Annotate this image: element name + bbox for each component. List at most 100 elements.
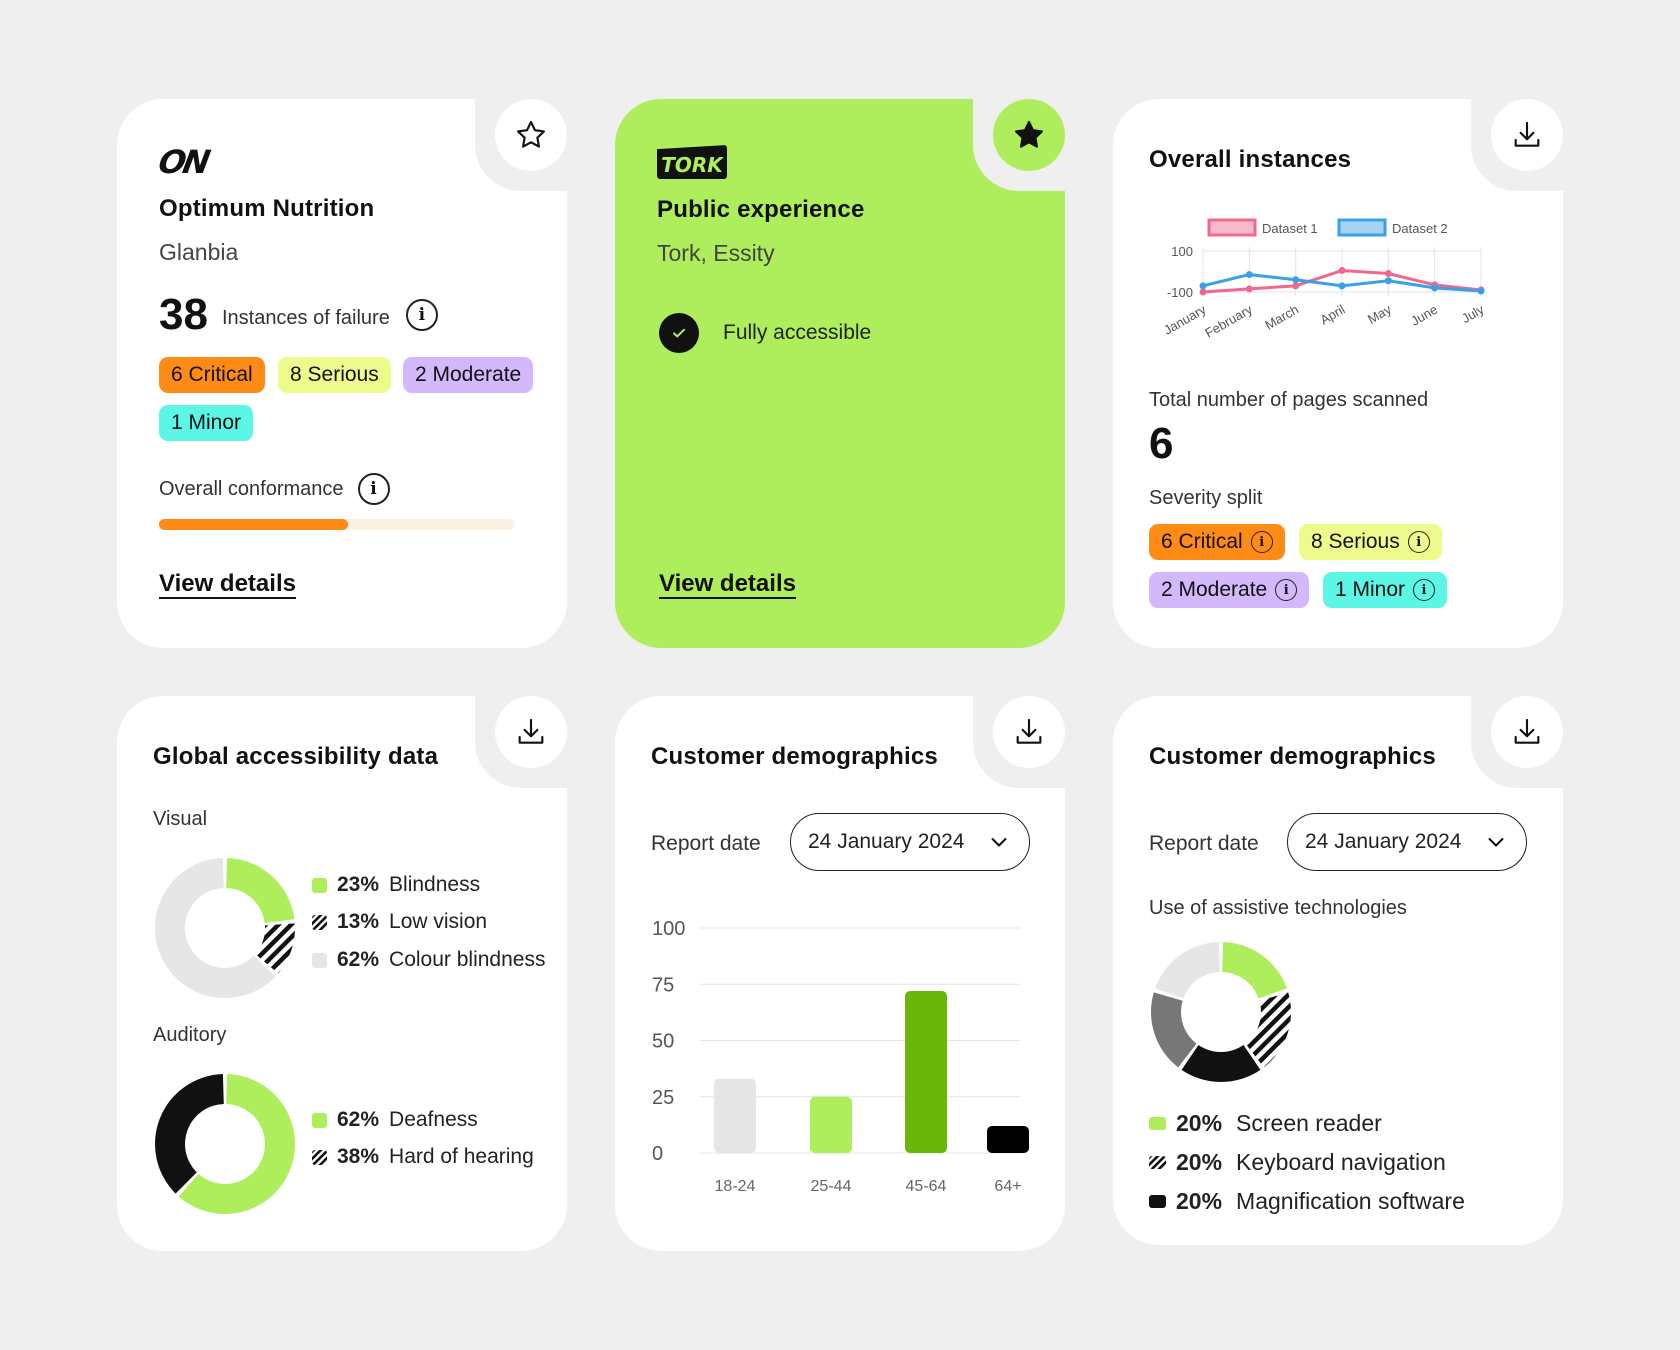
brand-logo: TORK xyxy=(657,145,727,179)
card-title: Customer demographics xyxy=(651,743,938,770)
favourite-button[interactable] xyxy=(495,99,567,171)
data-point xyxy=(1199,282,1207,290)
card-title: Optimum Nutrition xyxy=(159,195,375,222)
donut-segment xyxy=(1245,992,1291,1068)
x-tick-label: July xyxy=(1459,301,1487,326)
chevron-down-icon xyxy=(1488,838,1504,847)
x-tick-label: 64+ xyxy=(994,1178,1021,1195)
visual-label: Visual xyxy=(153,808,208,830)
favourite-button[interactable] xyxy=(993,99,1065,171)
badge-minor: 1 Minor i xyxy=(1323,572,1448,608)
legend-swatch xyxy=(1337,218,1387,237)
badge-minor: 1 Minor xyxy=(159,405,254,441)
badge-moderate: 2 Moderate i xyxy=(1149,572,1310,608)
info-icon[interactable]: i xyxy=(1407,531,1430,553)
donut-segment xyxy=(1151,992,1197,1068)
report-date-label: Report date xyxy=(651,832,761,855)
failure-summary: 38 Instances of failure i xyxy=(159,290,438,340)
download-button[interactable] xyxy=(1491,99,1563,171)
pages-scanned-label: Total number of pages scanned xyxy=(1149,389,1429,411)
data-point xyxy=(1477,287,1485,295)
download-button[interactable] xyxy=(495,696,567,768)
bar-chart: 100 75 50 25 0 18-24 25-44 45-64 64+ xyxy=(652,918,1029,1195)
data-point xyxy=(1245,285,1253,293)
customer-demographics-bar-card: Customer demographics Report date 24 Jan… xyxy=(615,696,1065,1251)
x-tick-label: June xyxy=(1408,302,1440,329)
legend-swatch xyxy=(312,1149,327,1165)
download-button[interactable] xyxy=(993,696,1065,768)
report-date-select[interactable]: 24 January 2024 xyxy=(1287,813,1527,871)
report-card-public-experience: TORK Public experience Tork, Essity Full… xyxy=(615,99,1065,648)
donut-segment xyxy=(1222,942,1287,999)
x-tick-label: February xyxy=(1202,301,1255,340)
legend-keyboard-navigation: 20% Keyboard navigation xyxy=(1149,1149,1446,1176)
assistive-tech-donut-chart xyxy=(1151,942,1291,1082)
report-card-optimum-nutrition: ON Optimum Nutrition Glanbia 38 Instance… xyxy=(117,99,567,648)
data-point xyxy=(1338,282,1346,290)
y-tick-label: 100 xyxy=(1171,244,1193,259)
data-point xyxy=(1384,270,1392,278)
info-icon[interactable]: i xyxy=(1250,531,1273,553)
data-point xyxy=(1245,271,1253,279)
data-point xyxy=(1292,276,1300,284)
data-point xyxy=(1384,277,1392,285)
global-accessibility-card: Global accessibility data Visual 23% Blin… xyxy=(117,696,567,1251)
customer-demographics-assistive-card: Customer demographics Report date 24 Jan… xyxy=(1113,696,1563,1245)
conformance-progress-fill xyxy=(159,519,348,530)
info-icon[interactable]: i xyxy=(357,473,390,505)
x-tick-label: 25-44 xyxy=(811,1178,852,1195)
auditory-donut-chart xyxy=(155,1074,295,1214)
overall-instances-card: Overall instances 100 -100 January February… xyxy=(1113,99,1563,648)
legend-deafness: 62% Deafness xyxy=(312,1108,478,1132)
failure-count: 38 xyxy=(159,290,208,339)
view-details-link[interactable]: View details xyxy=(659,570,796,597)
card-subtitle: Glanbia xyxy=(159,239,239,265)
x-tick-label: May xyxy=(1365,301,1394,327)
visual-donut-chart xyxy=(155,858,295,998)
x-tick-label: April xyxy=(1317,302,1347,328)
report-date-value: 24 January 2024 xyxy=(808,830,965,853)
conformance-progress-bar xyxy=(159,519,515,530)
badge-critical: 6 Critical i xyxy=(1149,524,1285,560)
legend-swatch xyxy=(312,952,327,968)
legend-swatch xyxy=(312,877,327,893)
severity-split-label: Severity split xyxy=(1149,487,1263,509)
legend-blindness: 23% Blindness xyxy=(312,873,480,897)
badge-moderate: 2 Moderate xyxy=(403,357,534,393)
download-button[interactable] xyxy=(1491,696,1563,768)
x-tick-label: March xyxy=(1262,302,1301,333)
view-details-link[interactable]: View details xyxy=(159,570,296,597)
failure-label: Instances of failure xyxy=(221,306,390,329)
x-tick-label: January xyxy=(1161,301,1209,337)
card-title: Public experience xyxy=(657,196,865,223)
brand-logo: ON xyxy=(155,143,211,181)
donut-segment xyxy=(226,858,295,923)
info-icon[interactable]: i xyxy=(1275,579,1298,601)
legend-low-vision: 13% Low vision xyxy=(312,910,487,934)
y-tick-label: 100 xyxy=(652,918,685,940)
y-tick-label: 0 xyxy=(652,1143,663,1165)
donut-segment xyxy=(155,1074,224,1194)
badge-serious: 8 Serious i xyxy=(1299,524,1442,560)
download-icon xyxy=(518,718,544,744)
data-point xyxy=(1199,288,1207,296)
card-title: Global accessibility data xyxy=(153,743,439,770)
card-title: Customer demographics xyxy=(1149,743,1436,770)
data-point xyxy=(1431,284,1439,292)
bar xyxy=(810,1096,852,1153)
bar xyxy=(987,1126,1029,1153)
report-date-select[interactable]: 24 January 2024 xyxy=(790,813,1030,871)
y-tick-label: 50 xyxy=(652,1031,674,1053)
bar xyxy=(714,1078,756,1153)
legend-swatch xyxy=(312,1112,327,1128)
legend-swatch xyxy=(312,914,327,930)
star-filled-icon xyxy=(1015,120,1043,148)
info-icon[interactable]: i xyxy=(1413,579,1436,601)
conformance-label: Overall conformance xyxy=(159,477,344,500)
auditory-label: Auditory xyxy=(153,1024,227,1046)
info-icon[interactable]: i xyxy=(405,299,438,331)
legend-colour-blindness: 62% Colour blindness xyxy=(312,948,545,972)
legend-swatch xyxy=(1149,1117,1166,1130)
status-row: Fully accessible xyxy=(659,313,871,353)
